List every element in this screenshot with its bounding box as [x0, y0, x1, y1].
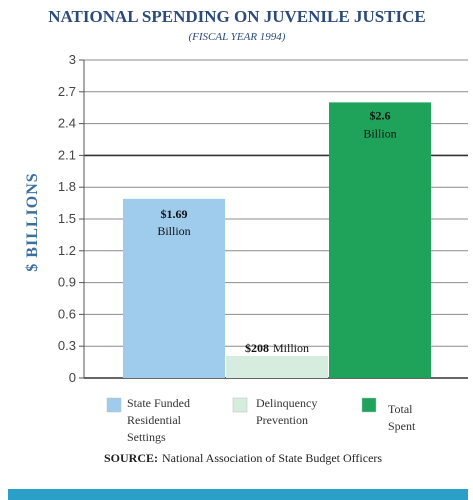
bottom-accent-bar: [8, 489, 468, 500]
legend-label-line: Delinquency: [256, 396, 317, 410]
bar: [226, 355, 328, 378]
chart-title: NATIONAL SPENDING ON JUVENILE JUSTICE: [48, 7, 426, 26]
legend-label-line: Total: [388, 402, 413, 416]
legend-label-line: Spent: [388, 419, 416, 433]
bar: [123, 198, 225, 378]
legend-label-line: Residential: [127, 413, 182, 427]
chart-subtitle: (FISCAL YEAR 1994): [189, 31, 286, 43]
legend-label-line: State Funded: [127, 396, 190, 410]
bar: [329, 102, 431, 379]
data-label: $208 Million: [245, 341, 309, 355]
source-note: SOURCE: National Association of State Bud…: [104, 451, 382, 465]
data-label-unit: Million: [273, 341, 309, 355]
y-tick-label: 0.6: [58, 306, 76, 321]
y-tick-label: 1.8: [58, 179, 76, 194]
y-tick-label: 0.3: [58, 338, 76, 353]
y-tick-label: 1.2: [58, 243, 76, 258]
legend-swatch: [106, 397, 122, 413]
y-tick-label: 2.7: [58, 84, 76, 99]
data-label-value: $2.6: [370, 108, 391, 122]
legend: State Funded Residential Settings Delinquen…: [106, 396, 416, 444]
legend-swatch: [361, 397, 377, 413]
bars: [123, 102, 431, 379]
data-label-unit: Billion: [363, 126, 396, 140]
legend-label-line: Settings: [127, 430, 166, 444]
data-label-unit: Billion: [157, 224, 190, 238]
data-label-value: $1.69: [161, 207, 188, 221]
source-label: SOURCE:: [104, 451, 158, 465]
y-tick-label: 3: [69, 52, 76, 67]
y-axis-label: $ BILLIONS: [24, 172, 41, 271]
y-tick-labels: 0 0.3 0.6 0.9 1.2 1.5 1.8 2.1 2.4 2.7 3: [58, 52, 76, 385]
y-tick-label: 2.1: [58, 147, 76, 162]
y-tick-label: 0: [69, 370, 76, 385]
y-tick-label: 0.9: [58, 275, 76, 290]
data-labels: $1.69 Billion $208 Million $2.6 Billion: [157, 108, 396, 355]
data-label-value: $208: [245, 341, 269, 355]
y-tick-label: 2.4: [58, 116, 76, 131]
legend-label-line: Prevention: [256, 413, 308, 427]
source-text: National Association of State Budget Off…: [162, 451, 382, 465]
legend-swatch: [232, 397, 248, 413]
y-tick-label: 1.5: [58, 211, 76, 226]
